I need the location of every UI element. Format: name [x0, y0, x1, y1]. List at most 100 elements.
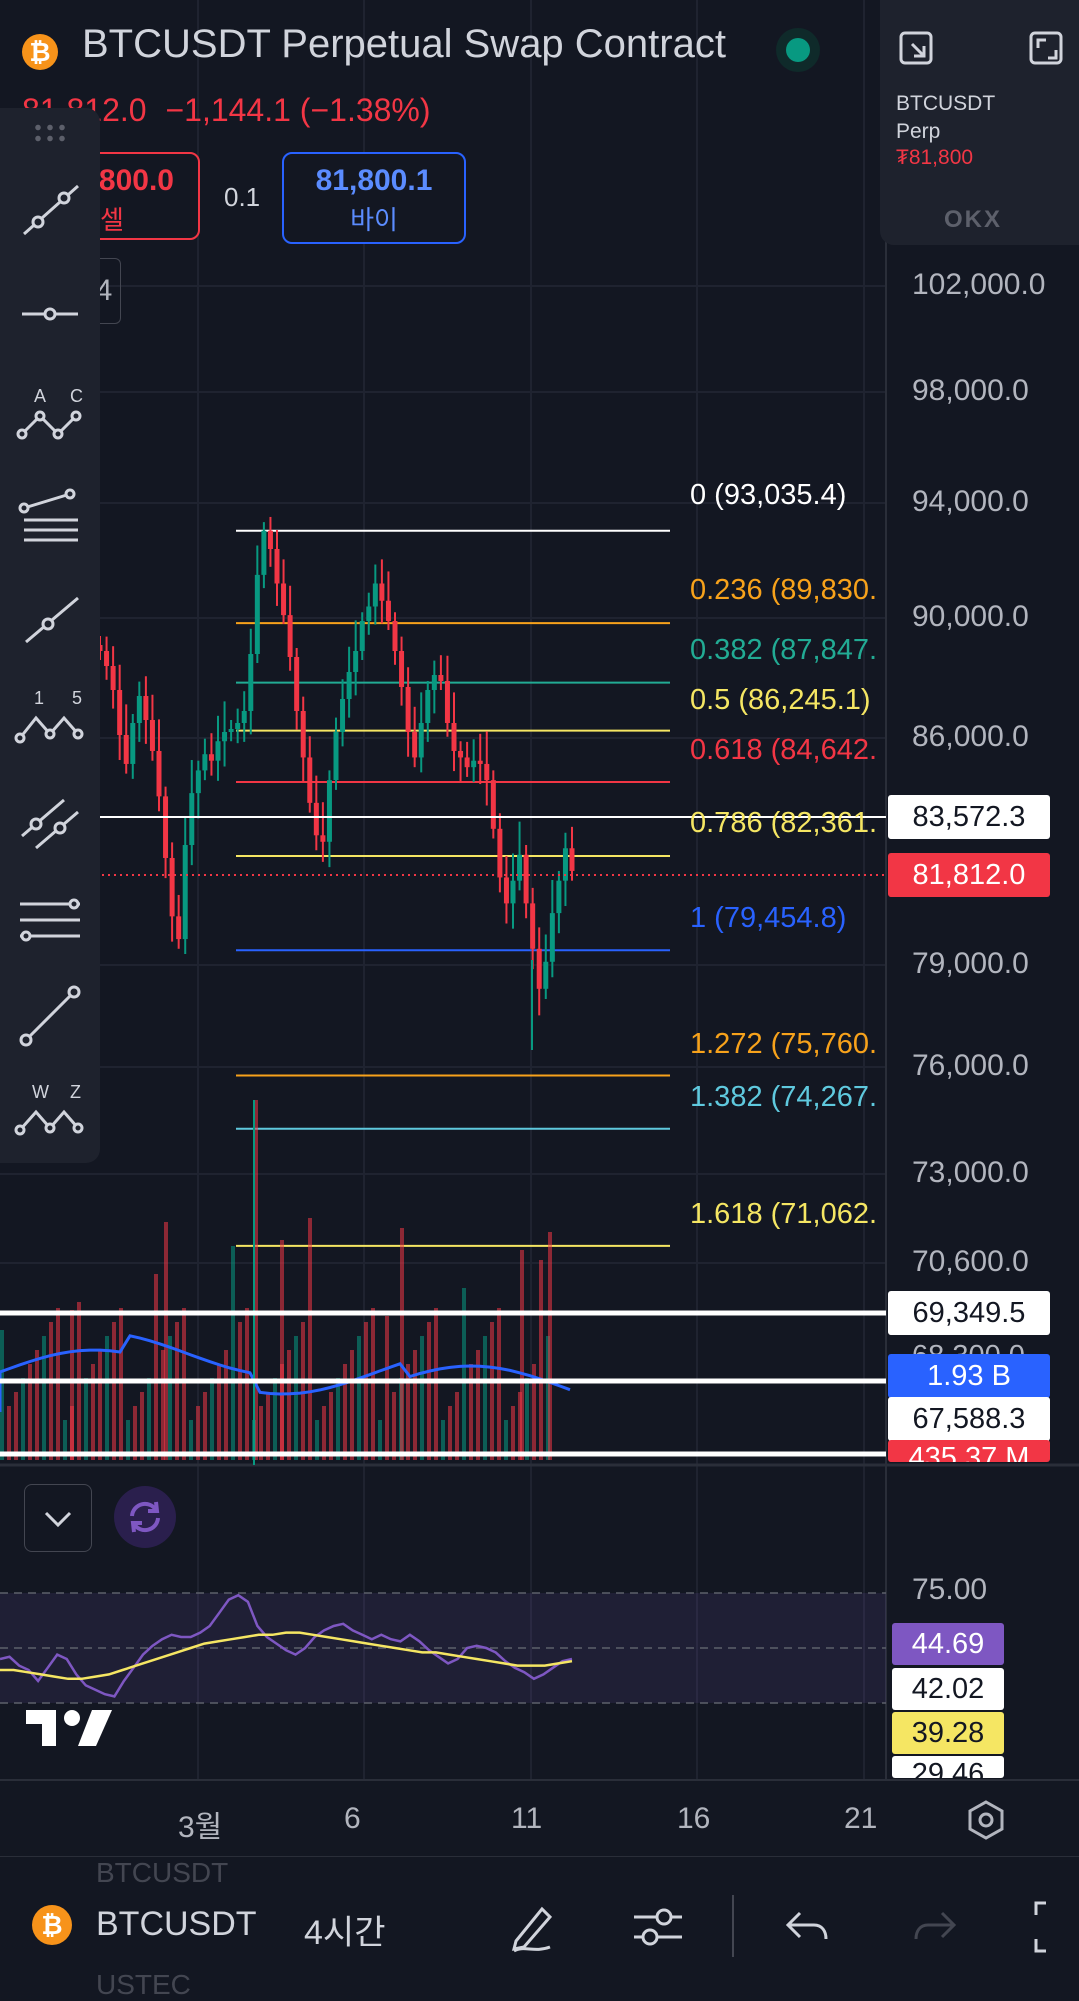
horizontal-lines-icon[interactable]	[8, 878, 92, 962]
price-axis-label: 98,000.0	[912, 374, 1029, 407]
ghost-symbol-above: BTCUSDT	[96, 1857, 229, 1888]
volume-bar	[469, 1364, 473, 1460]
price-tag: 83,572.3	[888, 795, 1050, 839]
detach-window-icon[interactable]	[898, 30, 936, 68]
undo-icon[interactable]	[782, 1905, 832, 1949]
candle-body	[359, 621, 365, 651]
candle-body	[385, 600, 391, 621]
volume-bar	[504, 1420, 508, 1460]
candle-body	[97, 645, 103, 651]
volume-bar	[329, 1392, 333, 1460]
candle-body	[444, 681, 450, 723]
time-axis-label: 6	[344, 1802, 361, 1835]
chart-settings-icon[interactable]	[964, 1798, 1008, 1842]
volume-bar	[182, 1308, 186, 1460]
market-open-status-icon[interactable]	[776, 28, 820, 72]
trend-line-icon[interactable]	[8, 168, 92, 252]
candle-body	[477, 760, 483, 764]
volume-bar	[217, 1364, 221, 1460]
volume-bar	[483, 1336, 487, 1460]
volume-bar	[70, 1310, 74, 1460]
fullscreen-toggle-icon[interactable]	[1030, 1899, 1079, 1955]
rsi-value-tag: 29.46	[892, 1756, 1004, 1778]
volume-bar	[245, 1308, 249, 1460]
candle-body	[176, 916, 182, 940]
volume-bar	[161, 1350, 165, 1460]
line-icon[interactable]	[8, 974, 92, 1058]
volume-bar	[497, 1308, 501, 1460]
volume-bar	[413, 1350, 417, 1460]
fib-level-label: 0.382 (87,847.	[690, 634, 878, 666]
price-axis-label: 76,000.0	[912, 1049, 1029, 1082]
collapse-pane-button[interactable]	[24, 1484, 92, 1552]
candle-body	[228, 729, 234, 732]
volume-bar	[539, 1260, 543, 1460]
volume-bar	[42, 1336, 46, 1460]
pencil-drawing-icon[interactable]	[504, 1899, 560, 1955]
fib-retracement-icon[interactable]	[8, 472, 92, 556]
fullscreen-icon[interactable]	[1028, 30, 1066, 68]
candle-body	[333, 732, 339, 781]
volume-bar	[21, 1378, 25, 1460]
price-tag: 1.93 B	[888, 1354, 1050, 1398]
toolbar-drag-handle-icon[interactable]	[32, 122, 68, 144]
candle-body	[458, 750, 464, 758]
candle-body	[235, 723, 241, 729]
parallel-channel-icon[interactable]	[8, 778, 92, 862]
candle-body	[287, 615, 293, 657]
ray-icon[interactable]	[8, 578, 92, 662]
sync-pane-button[interactable]	[114, 1486, 176, 1548]
buy-button[interactable]: 81,800.1 바이	[282, 152, 466, 244]
candle-body	[104, 651, 110, 666]
volume-bar	[224, 1350, 228, 1460]
volume-bar	[462, 1288, 466, 1460]
candle-body	[425, 690, 431, 723]
redo-icon[interactable]	[910, 1905, 960, 1949]
volume-bar	[189, 1420, 193, 1460]
buy-price: 81,800.1	[315, 164, 433, 197]
candle-body	[536, 948, 542, 989]
candle-body	[517, 854, 523, 881]
fib-level-label: 1.272 (75,760.	[690, 1028, 878, 1060]
sell-price: 800.0	[98, 164, 174, 197]
mini-symbol-card[interactable]: BTCUSDT Perp ₮81,800 OKX	[880, 0, 1079, 245]
indicator-settings-icon[interactable]	[630, 1901, 686, 1953]
candle-body	[543, 961, 549, 989]
candle-body	[267, 530, 273, 549]
horizontal-ray-icon[interactable]	[8, 272, 92, 356]
volume-bar	[126, 1420, 130, 1460]
candle-body	[503, 877, 509, 904]
interval-selector[interactable]: 4시간	[304, 1914, 386, 1952]
candle-body	[438, 675, 444, 681]
volume-bar	[371, 1308, 375, 1460]
price-tag: 81,812.0	[888, 853, 1050, 897]
candle-body	[163, 796, 169, 858]
svg-text:Z: Z	[70, 1082, 81, 1102]
volume-bar	[140, 1392, 144, 1460]
spread-value: 0.1	[224, 182, 261, 212]
candle-body	[281, 583, 287, 616]
symbol-selector[interactable]: BTCUSDT	[96, 1905, 257, 1943]
volume-bar	[420, 1336, 424, 1460]
rsi-pane	[0, 1592, 886, 1704]
symbol-title[interactable]: BTCUSDT Perpetual Swap Contract	[82, 22, 726, 66]
volume-bar	[392, 1392, 396, 1460]
volume-bar	[28, 1364, 32, 1460]
fib-level-label: 1 (79,454.8)	[690, 902, 847, 934]
svg-text:W: W	[32, 1082, 49, 1102]
candle-body	[156, 750, 162, 797]
price-axis-label: 94,000.0	[912, 485, 1029, 518]
time-axis-label: 16	[677, 1802, 711, 1835]
time-axis-label: 21	[844, 1802, 878, 1835]
volume-bar	[406, 1364, 410, 1460]
sell-label: 셀	[100, 205, 124, 235]
volume-bar	[154, 1274, 158, 1460]
candle-body	[346, 672, 352, 699]
volume-bar	[427, 1322, 431, 1460]
rsi-value-tag: 42.02	[892, 1668, 1004, 1710]
bitcoin-symbol-icon: ₿	[22, 34, 58, 70]
